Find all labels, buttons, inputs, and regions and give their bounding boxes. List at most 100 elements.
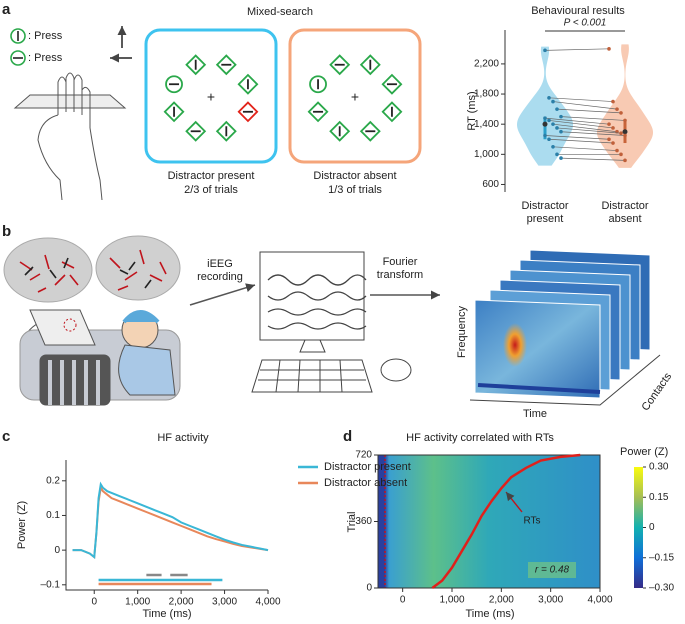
- panel-label: d: [343, 428, 352, 445]
- pair-line: [552, 146, 618, 151]
- median: [622, 129, 628, 135]
- pair-line: [544, 135, 610, 140]
- x-tick-label: 2,000: [489, 595, 514, 606]
- x-tick-label: 0: [400, 595, 406, 606]
- step-label: iEEG recording: [197, 258, 243, 283]
- step-label: Fourier transform: [377, 256, 423, 281]
- panel-label: b: [2, 223, 11, 240]
- point: [559, 156, 563, 160]
- colorbar-label: Power (Z): [620, 446, 668, 458]
- x-tick-label: Distractor absent: [601, 200, 648, 225]
- x-tick-label: 4,000: [587, 595, 612, 606]
- axis-label: Contacts: [640, 370, 675, 413]
- y-tick-label: 2,200: [474, 59, 499, 70]
- x-axis-label: Time (ms): [465, 608, 514, 620]
- point: [543, 48, 547, 53]
- axes: [65, 460, 268, 591]
- legend-text: : Press: [28, 30, 63, 42]
- chart-title: HF activity: [157, 432, 209, 444]
- pair-line: [560, 131, 626, 136]
- legend-text: : Press: [28, 52, 63, 64]
- chart-title: HF activity correlated with RTs: [406, 432, 554, 444]
- x-tick-label: 3,000: [538, 595, 563, 606]
- x-tick-label: 3,000: [212, 597, 237, 608]
- legend-label: Distractor absent: [324, 477, 407, 489]
- point: [543, 116, 547, 120]
- computer-illustration: [251, 251, 412, 393]
- point: [607, 122, 611, 126]
- point: [555, 126, 559, 130]
- search-items: + +: [163, 54, 403, 142]
- y-tick-label: –0.1: [41, 579, 61, 590]
- point: [619, 111, 623, 115]
- point: [547, 96, 551, 100]
- pair-line: [552, 123, 618, 133]
- pair-line: [544, 117, 610, 125]
- hand-illustration: [13, 72, 127, 201]
- point: [555, 152, 559, 157]
- pair-line: [556, 108, 622, 114]
- y-tick-label: 0: [54, 545, 60, 556]
- colorbar: [634, 467, 643, 588]
- colorbar-tick-label: –0.15: [649, 552, 674, 563]
- x-tick-label: 0: [91, 597, 97, 608]
- pair-line: [544, 48, 610, 51]
- pair-line: [552, 101, 618, 110]
- x-tick-label: 4,000: [255, 597, 280, 608]
- point: [619, 152, 623, 157]
- y-tick-label: 720: [355, 450, 372, 461]
- task-title: Mixed-search: [247, 6, 313, 18]
- condition-name: Distractor absent: [313, 170, 396, 182]
- violin: [517, 46, 573, 166]
- axis-label: Frequency: [456, 306, 468, 358]
- annotation: RTs: [523, 516, 540, 527]
- condition-trials: 2/3 of trials: [184, 184, 238, 196]
- point: [607, 137, 611, 142]
- x-tick-label: 2,000: [169, 597, 194, 608]
- point: [623, 133, 627, 138]
- annotation-box: [528, 562, 576, 578]
- median: [542, 121, 548, 127]
- point: [543, 133, 547, 138]
- y-tick-label: 0.2: [46, 475, 60, 486]
- point: [559, 114, 563, 119]
- fixation: +: [351, 89, 359, 105]
- legend-label: Distractor present: [324, 461, 411, 473]
- y-tick-label: 600: [482, 179, 499, 190]
- point: [611, 126, 615, 130]
- colorbar-tick-label: 0.15: [649, 492, 669, 503]
- annotation: P < 0.001: [564, 18, 607, 29]
- point: [611, 99, 615, 104]
- point: [623, 158, 627, 163]
- point: [551, 122, 555, 126]
- point: [551, 99, 555, 104]
- panel-label: c: [2, 428, 10, 445]
- fixation: +: [207, 89, 215, 105]
- point: [559, 129, 563, 134]
- y-tick-label: 1,800: [474, 89, 499, 100]
- key-legend: : Press : Press: [10, 26, 132, 66]
- pair-line: [548, 138, 614, 144]
- axis-label: Time: [523, 408, 547, 420]
- x-tick-label: Distractor present: [521, 200, 568, 225]
- y-axis-label: Trial: [346, 512, 358, 533]
- point: [615, 148, 619, 153]
- chart-title: Behavioural results: [531, 5, 625, 17]
- x-axis-label: Time (ms): [142, 608, 191, 620]
- annotation-arrow: [505, 491, 523, 513]
- pair-line: [556, 127, 622, 134]
- patient-illustration: [19, 309, 181, 406]
- line: [72, 484, 269, 560]
- violin: [597, 44, 653, 168]
- point: [611, 141, 615, 145]
- spectrogram-stack: [469, 249, 661, 406]
- y-tick-label: 0.1: [46, 510, 60, 521]
- x-tick-label: 1,000: [125, 597, 150, 608]
- pair-line: [560, 157, 626, 161]
- y-tick-label: 1,400: [474, 119, 499, 130]
- point: [547, 137, 551, 142]
- condition-name: Distractor present: [168, 170, 255, 182]
- point: [619, 131, 623, 136]
- y-tick-label: 1,000: [474, 149, 499, 160]
- arrow: [189, 283, 256, 306]
